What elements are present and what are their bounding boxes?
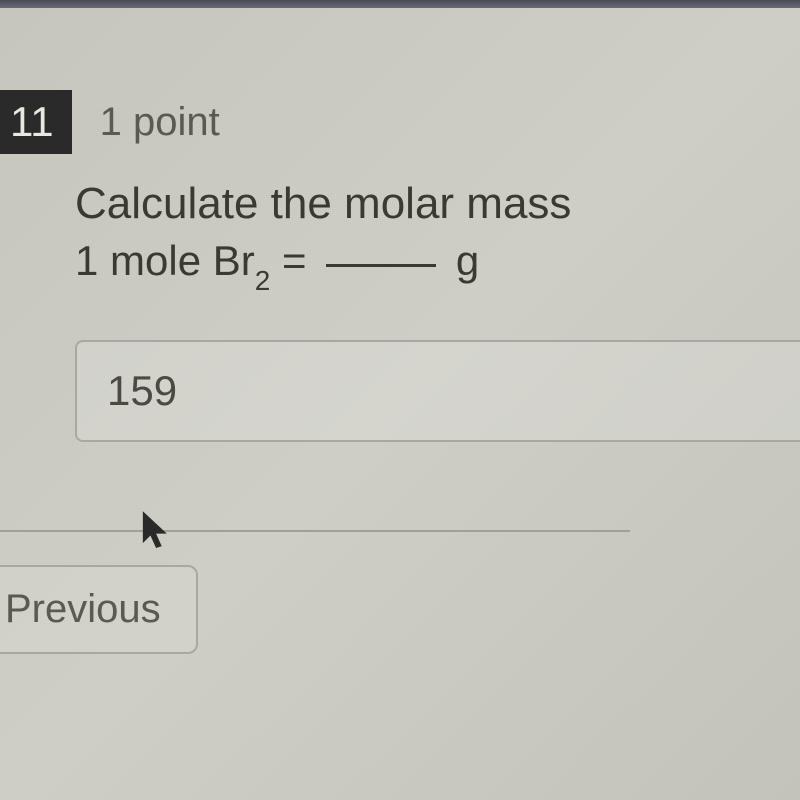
previous-button[interactable]: Previous [0, 565, 198, 654]
question-prompt: Calculate the molar mass [75, 175, 770, 232]
question-number-badge: 11 [0, 90, 72, 154]
formula-line: 1 mole Br2 = g [75, 237, 770, 291]
answer-input[interactable]: 159 [75, 340, 800, 442]
divider-line [0, 530, 630, 532]
points-label: 1 point [100, 100, 220, 145]
question-body: Calculate the molar mass 1 mole Br2 = g [75, 175, 770, 292]
formula-prefix: 1 mole Br [75, 237, 255, 284]
top-border [0, 0, 800, 8]
question-header: 11 1 point [0, 90, 220, 154]
blank-line [326, 264, 436, 267]
formula-subscript: 2 [255, 265, 271, 296]
formula-equals: = [270, 237, 318, 284]
formula-unit: g [444, 237, 479, 284]
